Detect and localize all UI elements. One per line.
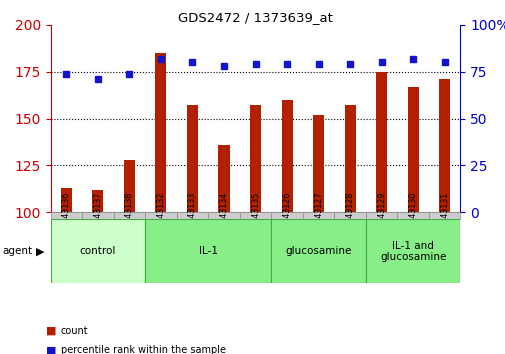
Bar [218,145,229,212]
Text: agent: agent [3,246,33,256]
Text: GSM143132: GSM143132 [156,192,165,240]
Bar [407,87,418,212]
Text: count: count [61,326,88,336]
Bar [365,219,460,283]
Bar [50,219,145,283]
Text: GSM143126: GSM143126 [282,192,291,240]
Bar [313,115,324,212]
Text: GSM143133: GSM143133 [187,192,196,240]
Bar [239,212,271,219]
Bar [438,79,449,212]
Text: GSM143136: GSM143136 [62,192,71,240]
Text: GSM143134: GSM143134 [219,192,228,240]
Bar [271,212,302,219]
Bar [365,212,396,219]
Text: GSM143131: GSM143131 [439,192,448,240]
Bar [428,212,460,219]
Text: IL-1: IL-1 [198,246,217,256]
Text: ▶: ▶ [36,246,45,256]
Text: GSM143130: GSM143130 [408,192,417,240]
Text: GSM143138: GSM143138 [125,192,134,240]
Bar [61,188,72,212]
Bar [271,219,365,283]
Text: percentile rank within the sample: percentile rank within the sample [61,346,225,354]
Bar [82,212,114,219]
Bar [114,212,145,219]
Title: GDS2472 / 1373639_at: GDS2472 / 1373639_at [178,11,332,24]
Bar [92,190,103,212]
Text: glucosamine: glucosamine [285,246,351,256]
Bar [50,212,82,219]
Bar [375,72,386,212]
Bar [124,160,135,212]
Text: ■: ■ [45,326,56,336]
Text: control: control [80,246,116,256]
Text: GSM143137: GSM143137 [93,192,102,240]
Bar [249,105,261,212]
Text: GSM143129: GSM143129 [376,192,385,240]
Bar [155,53,166,212]
Bar [396,212,428,219]
Bar [334,212,365,219]
Bar [145,212,176,219]
Bar [344,105,355,212]
Text: GSM143135: GSM143135 [250,192,260,240]
Text: IL-1 and
glucosamine: IL-1 and glucosamine [379,240,445,262]
Bar [186,105,197,212]
Text: GSM143127: GSM143127 [314,192,323,240]
Bar [176,212,208,219]
Bar [208,212,239,219]
Bar [302,212,334,219]
Bar [281,100,292,212]
Text: ■: ■ [45,346,56,354]
Bar [145,219,271,283]
Text: GSM143128: GSM143128 [345,192,354,240]
